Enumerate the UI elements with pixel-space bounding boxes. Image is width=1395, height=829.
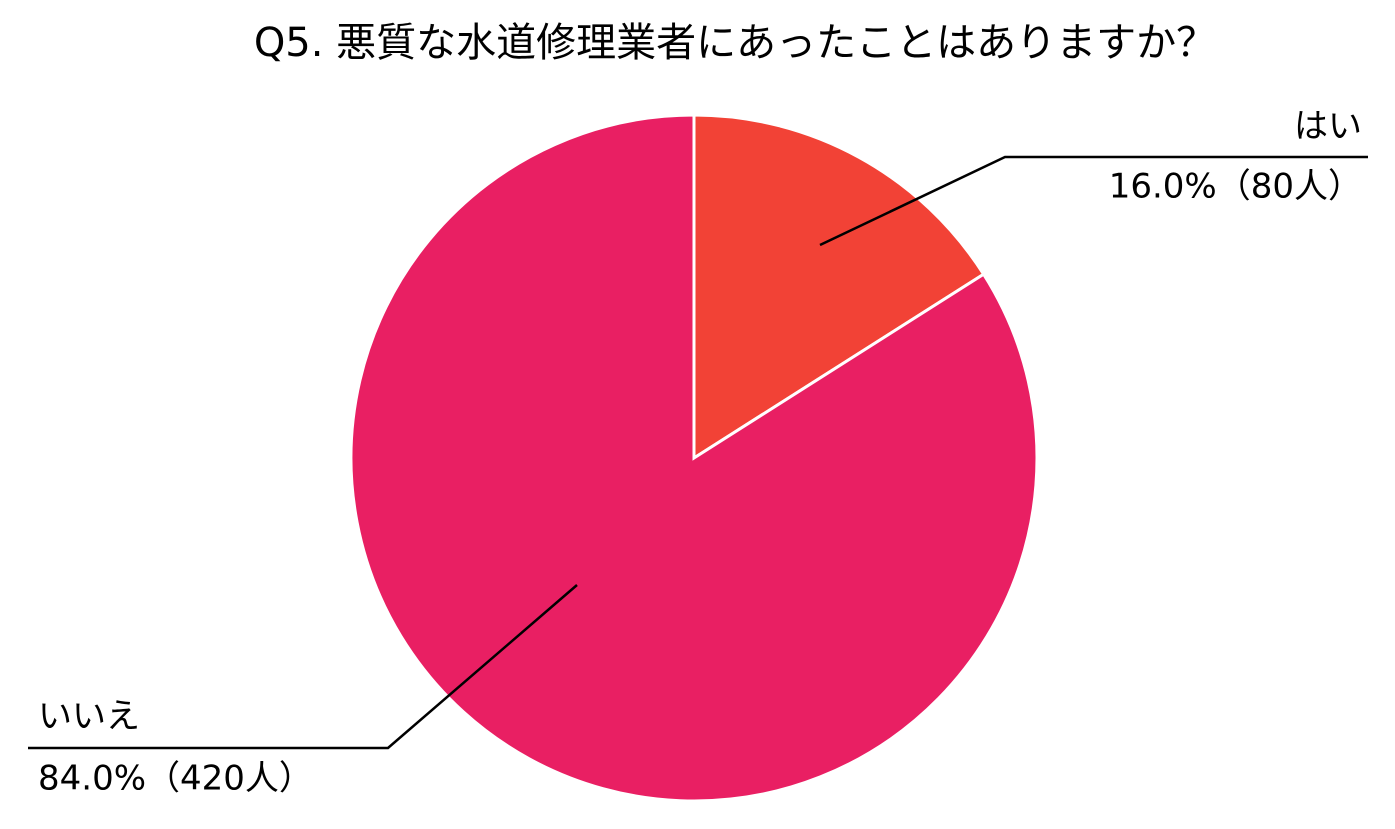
- category-label: いいえ: [38, 697, 140, 737]
- pie: [349, 113, 1039, 803]
- pie-slice: [349, 113, 1039, 803]
- value-label: 16.0%（80人）: [1109, 167, 1362, 207]
- chart-title: Q5. 悪質な水道修理業者にあったことはありますか？: [254, 20, 1216, 66]
- value-label: 84.0%（420人）: [38, 759, 313, 799]
- category-label: はい: [1294, 107, 1362, 147]
- leader-line: [819, 155, 1368, 247]
- leader-line: [28, 584, 578, 750]
